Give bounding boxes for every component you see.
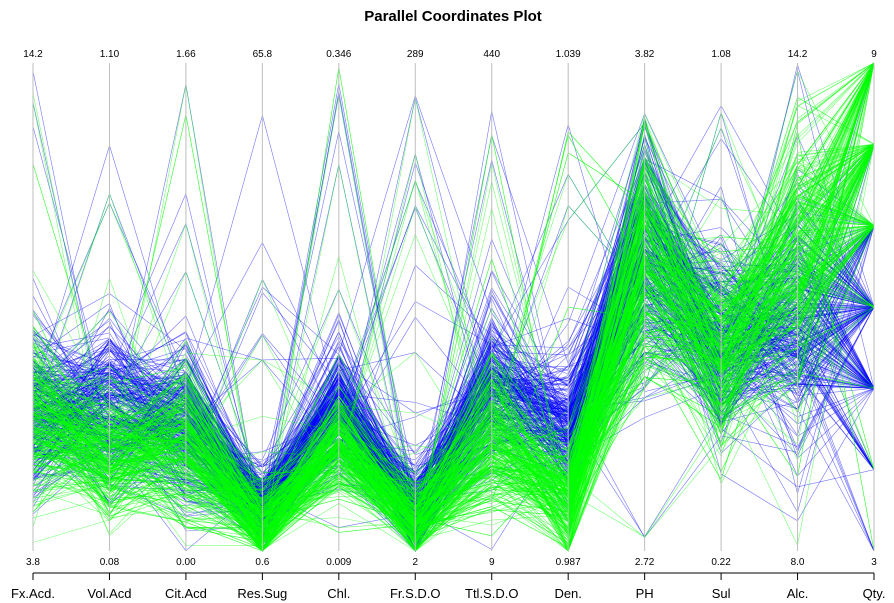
series-1-polyline <box>32 225 875 549</box>
series-1-polyline <box>32 144 875 543</box>
series-0-polyline <box>32 225 875 552</box>
series-1-polyline <box>32 144 875 542</box>
series-1-polyline <box>32 62 875 515</box>
axis-max-label: 9 <box>871 49 877 60</box>
series-1-polyline <box>32 62 875 549</box>
axis-max-label: 14.2 <box>788 49 808 60</box>
series-1-polyline <box>32 144 875 531</box>
axis-name-label: PH <box>636 586 654 601</box>
series-1-polyline <box>32 62 875 544</box>
series-1-polyline <box>32 130 875 552</box>
axis-min-label: 2 <box>412 557 418 568</box>
series-1-polyline <box>32 144 875 523</box>
axis-min-label: 3 <box>871 557 877 568</box>
axis-max-label: 440 <box>483 49 500 60</box>
axis-min-label: 0.22 <box>711 557 731 568</box>
series-1-polyline <box>32 124 875 525</box>
series-1-polyline <box>32 254 875 552</box>
series-1-polyline <box>32 194 875 544</box>
axis-name-label: Sul <box>712 586 731 601</box>
series-1-polyline <box>32 62 875 550</box>
series-1-polyline <box>32 62 875 552</box>
chart-title: Parallel Coordinates Plot <box>364 8 542 25</box>
series-1-polyline <box>32 62 875 523</box>
series-1-polyline <box>32 152 875 517</box>
axis-max-label: 65.8 <box>253 49 273 60</box>
series-1-lines <box>32 62 875 552</box>
series-1-polyline <box>32 84 875 552</box>
series-1-polyline <box>32 144 875 552</box>
series-1-polyline <box>32 225 875 543</box>
axis-min-label: 2.72 <box>635 557 655 568</box>
axis-max-label: 14.2 <box>23 49 43 60</box>
series-1-polyline <box>32 62 875 537</box>
series-1-polyline <box>32 144 875 548</box>
series-1-polyline <box>32 201 875 513</box>
axis-min-label: 9 <box>489 557 495 568</box>
series-1-polyline <box>32 144 875 528</box>
axis-max-label: 289 <box>407 49 424 60</box>
axis-min-label: 0.009 <box>326 557 351 568</box>
series-0-polyline <box>32 227 875 514</box>
axis-min-label: 3.8 <box>26 557 40 568</box>
axis-name-label: Chl. <box>327 586 350 601</box>
axis-name-label: Vol.Acd <box>87 586 131 601</box>
axis-name-label: Ttl.S.D.O <box>465 586 518 601</box>
series-1-polyline <box>32 198 875 524</box>
axis-name-label: Fx.Acd. <box>11 586 55 601</box>
axis-max-label: 1.08 <box>711 49 731 60</box>
axis-name-label: Alc. <box>787 586 809 601</box>
series-1-polyline <box>32 97 875 517</box>
axis-name-label: Cit.Acd <box>165 586 207 601</box>
axis-name-label: Res.Sug <box>237 586 287 601</box>
series-1-polyline <box>32 247 875 522</box>
axis-min-label: 0.08 <box>100 557 120 568</box>
axis-max-label: 1.039 <box>556 49 581 60</box>
polylines-layer <box>32 62 875 552</box>
series-1-polyline <box>32 144 875 532</box>
series-1-polyline <box>32 144 875 536</box>
axis-max-label: 0.346 <box>326 49 351 60</box>
axis-max-label: 1.10 <box>100 49 120 60</box>
axis-min-label: 0.987 <box>556 557 581 568</box>
series-1-polyline <box>32 217 875 531</box>
series-1-polyline <box>32 176 875 529</box>
series-1-polyline <box>32 134 875 552</box>
series-1-polyline <box>32 144 875 540</box>
series-1-polyline <box>32 144 875 529</box>
series-1-polyline <box>32 62 875 543</box>
axis-max-label: 1.66 <box>176 49 196 60</box>
axis-min-label: 0.00 <box>176 557 196 568</box>
axis-name-label: Qty. <box>863 586 886 601</box>
labels-layer: 14.2 3.8 Fx.Acd. 1.10 0.08 Vol.Acd 1.66 0.00 Cit… <box>11 49 885 601</box>
axes-layer <box>32 63 875 551</box>
series-1-polyline <box>32 225 875 552</box>
axis-min-label: 0.6 <box>255 557 269 568</box>
axis-name-label: Fr.S.D.O <box>390 586 441 601</box>
series-1-polyline <box>32 194 875 535</box>
series-1-polyline <box>32 62 875 541</box>
series-1-polyline <box>32 144 875 543</box>
axis-max-label: 3.82 <box>635 49 655 60</box>
series-1-polyline <box>32 144 875 545</box>
axis-name-label: Den. <box>554 586 581 601</box>
series-0-polyline <box>32 368 875 521</box>
series-1-polyline <box>32 96 875 550</box>
axis-min-label: 8.0 <box>791 557 805 568</box>
